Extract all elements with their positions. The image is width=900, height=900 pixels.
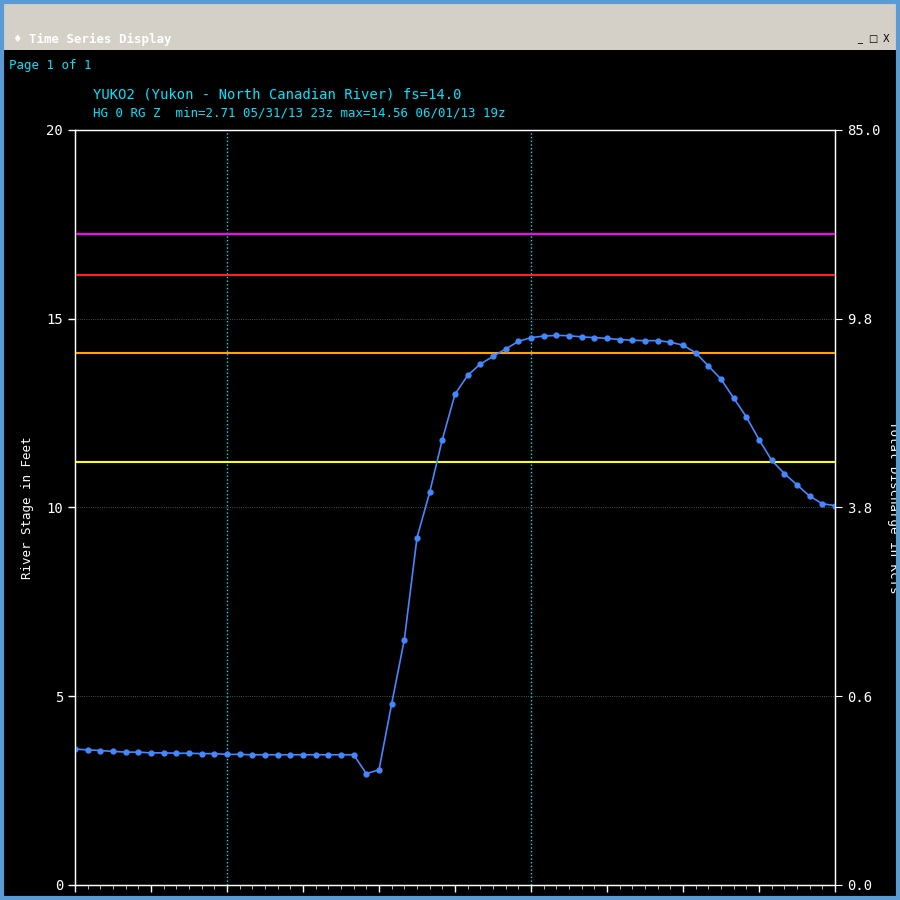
Text: YUKO2 (Yukon - North Canadian River) fs=14.0: YUKO2 (Yukon - North Canadian River) fs=… bbox=[93, 87, 462, 101]
Text: River Stage in Feet: River Stage in Feet bbox=[21, 436, 33, 579]
Text: File: File bbox=[18, 58, 48, 72]
Text: X: X bbox=[883, 34, 890, 44]
Text: Graph: Graph bbox=[108, 58, 146, 72]
Text: □: □ bbox=[868, 34, 878, 44]
Text: ♦ Time Series Display: ♦ Time Series Display bbox=[14, 32, 171, 46]
Text: _: _ bbox=[857, 34, 862, 44]
Text: Page: Page bbox=[63, 58, 93, 72]
Text: HG 0 RG Z  min=2.71 05/31/13 23z max=14.56 06/01/13 19z: HG 0 RG Z min=2.71 05/31/13 23z max=14.5… bbox=[93, 106, 506, 119]
Text: Total Discharge in Kcfs: Total Discharge in Kcfs bbox=[887, 421, 900, 594]
Text: Page 1 of 1: Page 1 of 1 bbox=[9, 59, 92, 72]
Text: Options: Options bbox=[166, 58, 219, 72]
Text: Edit: Edit bbox=[238, 58, 268, 72]
